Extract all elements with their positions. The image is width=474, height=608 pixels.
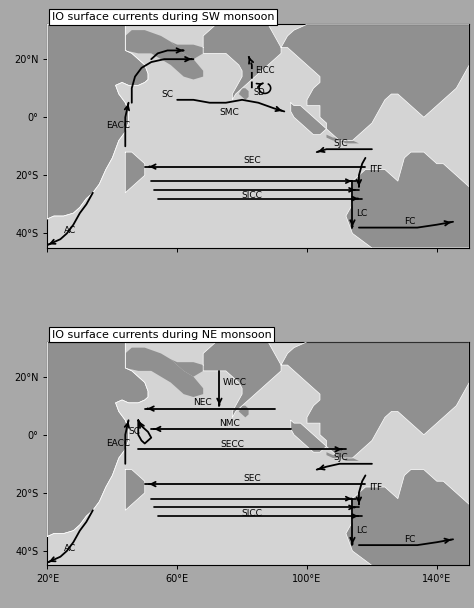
Polygon shape [125, 152, 145, 193]
Text: EICC: EICC [255, 66, 274, 75]
Polygon shape [125, 30, 203, 80]
Polygon shape [333, 417, 365, 441]
Text: EACC: EACC [106, 439, 130, 448]
Polygon shape [171, 359, 203, 377]
Polygon shape [327, 452, 359, 461]
Text: WICC: WICC [223, 378, 246, 387]
Polygon shape [239, 88, 248, 100]
Text: FC: FC [404, 217, 416, 226]
Polygon shape [125, 469, 145, 510]
Polygon shape [291, 420, 327, 452]
Polygon shape [291, 103, 327, 134]
Text: NEC: NEC [193, 398, 212, 407]
Text: SICC: SICC [241, 191, 262, 200]
Text: IO surface currents during SW monsoon: IO surface currents during SW monsoon [52, 12, 274, 22]
Polygon shape [47, 24, 148, 219]
Polygon shape [281, 342, 469, 458]
Text: LC: LC [356, 526, 367, 535]
Polygon shape [333, 100, 365, 123]
Text: SC: SC [161, 89, 173, 98]
Text: SMC: SMC [219, 108, 239, 117]
Text: SEC: SEC [243, 156, 261, 165]
Polygon shape [171, 42, 203, 59]
Polygon shape [203, 24, 281, 100]
Text: AC: AC [64, 544, 76, 553]
Polygon shape [125, 348, 203, 397]
Polygon shape [346, 469, 469, 565]
Text: EACC: EACC [106, 122, 130, 131]
Text: AC: AC [64, 226, 76, 235]
Text: FC: FC [404, 535, 416, 544]
Text: ITF: ITF [369, 165, 382, 174]
Text: SEC: SEC [243, 474, 261, 483]
Text: SECC: SECC [220, 440, 244, 449]
Polygon shape [327, 134, 359, 143]
Text: IO surface currents during NE monsoon: IO surface currents during NE monsoon [52, 330, 272, 340]
Polygon shape [47, 342, 148, 536]
Polygon shape [239, 406, 248, 417]
Text: LC: LC [356, 209, 367, 218]
Text: SICC: SICC [241, 509, 262, 517]
Text: SD: SD [254, 88, 265, 97]
Text: SJC: SJC [333, 454, 347, 463]
Text: SC: SC [128, 427, 140, 437]
Text: SJC: SJC [333, 139, 347, 148]
Text: ITF: ITF [369, 483, 382, 491]
Polygon shape [346, 152, 469, 248]
Polygon shape [281, 24, 469, 140]
Text: NMC: NMC [219, 419, 240, 427]
Polygon shape [203, 342, 281, 417]
